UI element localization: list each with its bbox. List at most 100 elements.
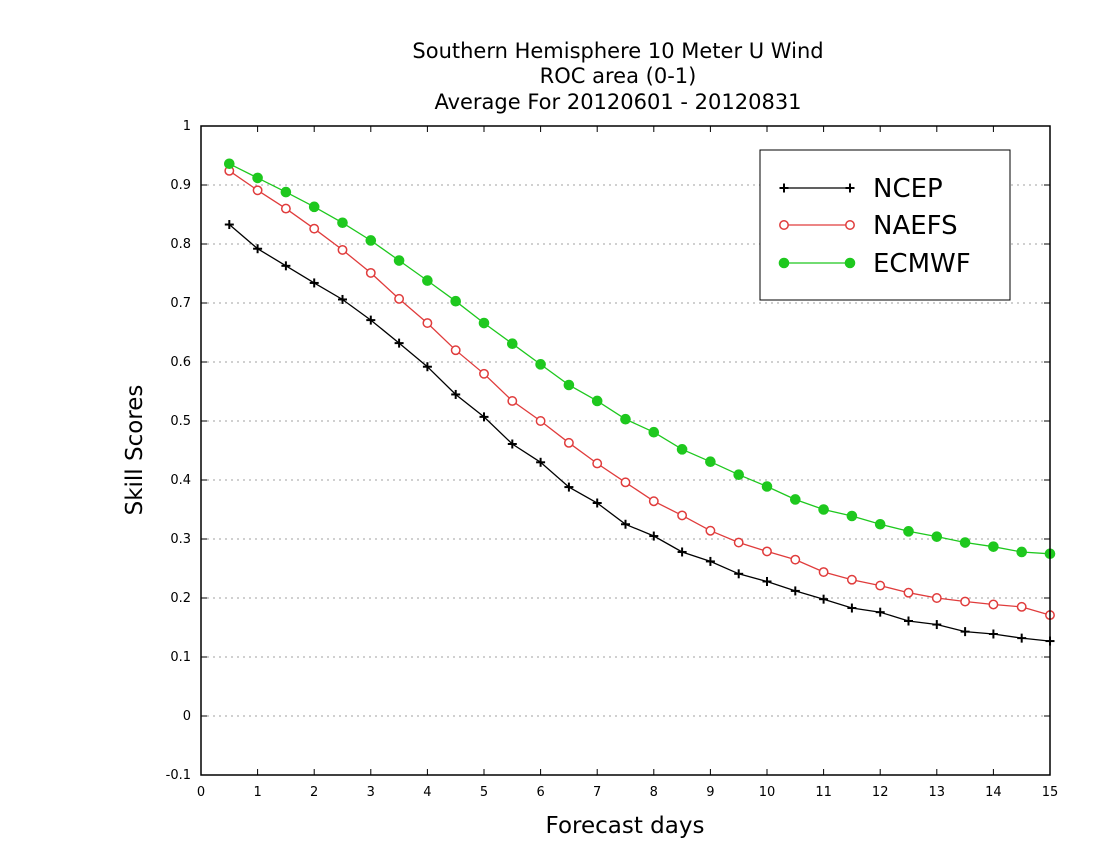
y-tick-label: 0.2 xyxy=(170,591,191,606)
data-point-ncep xyxy=(705,556,715,566)
data-point-naefs xyxy=(762,546,772,557)
data-point-ncep xyxy=(762,576,772,586)
data-point-ecmwf xyxy=(705,456,716,468)
y-tick-label: 0.4 xyxy=(170,473,191,488)
data-point-ncep xyxy=(960,627,970,637)
series-line-ncep xyxy=(228,224,1051,642)
data-point-naefs xyxy=(422,318,433,329)
data-point-naefs xyxy=(280,203,291,214)
data-point-naefs xyxy=(677,510,688,521)
legend-marker xyxy=(844,257,856,269)
data-point-ncep xyxy=(479,412,489,422)
y-tick-label: 0 xyxy=(183,709,191,724)
x-axis-ticks: 0 1 2 3 4 5 6 7 8 9 10 11 12 13 14 15 xyxy=(197,126,1058,800)
data-point-naefs xyxy=(479,368,489,379)
data-point-ecmwf xyxy=(620,413,631,425)
data-point-naefs xyxy=(931,593,942,603)
data-point-ecmwf xyxy=(931,531,943,542)
data-point-ncep xyxy=(988,629,998,639)
data-point-ecmwf xyxy=(959,537,971,548)
data-point-ncep xyxy=(847,603,857,613)
data-point-naefs xyxy=(960,596,971,607)
x-tick-label: 3 xyxy=(367,785,375,800)
data-point-ncep xyxy=(338,294,347,304)
data-point-ncep xyxy=(224,220,234,230)
legend-marker xyxy=(779,183,789,193)
data-point-ncep xyxy=(904,616,913,626)
data-point-ecmwf xyxy=(761,481,773,492)
data-point-ecmwf xyxy=(252,172,263,184)
x-tick-label: 11 xyxy=(815,785,832,800)
data-point-ncep xyxy=(790,586,800,596)
y-axis-label: Skill Scores xyxy=(122,385,148,516)
x-tick-label: 0 xyxy=(197,785,205,800)
data-point-ncep xyxy=(536,457,546,467)
y-tick-label: 0.7 xyxy=(170,296,191,311)
data-point-ncep xyxy=(649,531,659,541)
x-tick-label: 1 xyxy=(253,785,261,800)
data-point-naefs xyxy=(394,293,405,304)
data-point-naefs xyxy=(648,496,659,507)
x-tick-label: 12 xyxy=(872,785,889,800)
data-point-ncep xyxy=(875,607,885,617)
legend-item-ncep: NCEP xyxy=(779,174,943,204)
data-point-naefs xyxy=(337,244,348,255)
y-tick-label: 0.1 xyxy=(170,650,191,665)
data-point-ecmwf xyxy=(676,444,688,455)
data-point-ecmwf xyxy=(733,469,745,480)
data-point-naefs xyxy=(507,395,518,406)
chart-title-line-2: ROC area (0-1) xyxy=(540,64,697,88)
x-tick-label: 13 xyxy=(929,785,946,800)
data-point-ecmwf xyxy=(478,317,490,329)
series-naefs xyxy=(224,165,1055,621)
x-tick-label: 5 xyxy=(480,785,488,800)
data-point-naefs xyxy=(450,345,461,356)
data-point-naefs xyxy=(790,554,801,565)
x-tick-label: 2 xyxy=(310,785,318,800)
data-point-ecmwf xyxy=(337,217,348,229)
y-tick-label: 0.5 xyxy=(170,414,191,429)
x-tick-label: 15 xyxy=(1042,785,1059,800)
data-point-naefs xyxy=(365,267,376,278)
data-point-ecmwf xyxy=(563,379,575,391)
data-point-naefs xyxy=(252,185,263,196)
legend-item-naefs: NAEFS xyxy=(779,211,958,241)
legend-item-ecmwf: ECMWF xyxy=(778,249,971,279)
data-point-ncep xyxy=(621,519,630,529)
legend-marker xyxy=(779,220,789,230)
data-point-ncep xyxy=(819,594,829,604)
y-tick-label: 0.6 xyxy=(170,355,191,370)
chart-title-line-3: Average For 20120601 - 20120831 xyxy=(434,90,801,114)
x-tick-label: 6 xyxy=(536,785,544,800)
data-point-ecmwf xyxy=(507,338,518,350)
data-point-ncep xyxy=(281,261,291,271)
legend-label: ECMWF xyxy=(873,249,971,279)
data-point-ecmwf xyxy=(591,395,603,407)
y-tick-label: -0.1 xyxy=(166,768,191,783)
data-point-ecmwf xyxy=(450,295,462,307)
x-tick-label: 14 xyxy=(985,785,1002,800)
legend-label: NCEP xyxy=(873,174,943,204)
data-point-ecmwf xyxy=(988,541,999,552)
legend-marker xyxy=(778,257,790,269)
data-point-ecmwf xyxy=(1016,546,1028,558)
x-tick-label: 10 xyxy=(759,785,776,800)
x-tick-label: 8 xyxy=(650,785,658,800)
data-point-ecmwf xyxy=(790,494,801,505)
data-point-ecmwf xyxy=(224,158,235,170)
y-axis-ticks: -0.1 0 0.1 0.2 0.3 0.4 0.5 0.6 0.7 0.8 0.9 1 xyxy=(166,119,1050,783)
x-tick-label: 7 xyxy=(593,785,601,800)
data-point-ncep xyxy=(564,482,574,492)
data-point-ncep xyxy=(309,278,319,288)
x-tick-label: 9 xyxy=(706,785,714,800)
data-point-ecmwf xyxy=(846,510,858,522)
data-point-ncep xyxy=(394,338,404,348)
series-layer xyxy=(224,158,1056,646)
data-point-naefs xyxy=(875,580,886,591)
data-point-ecmwf xyxy=(365,235,377,246)
data-point-ecmwf xyxy=(903,526,914,537)
legend-label: NAEFS xyxy=(873,211,958,241)
data-point-ncep xyxy=(451,389,461,399)
data-point-ecmwf xyxy=(874,518,886,530)
